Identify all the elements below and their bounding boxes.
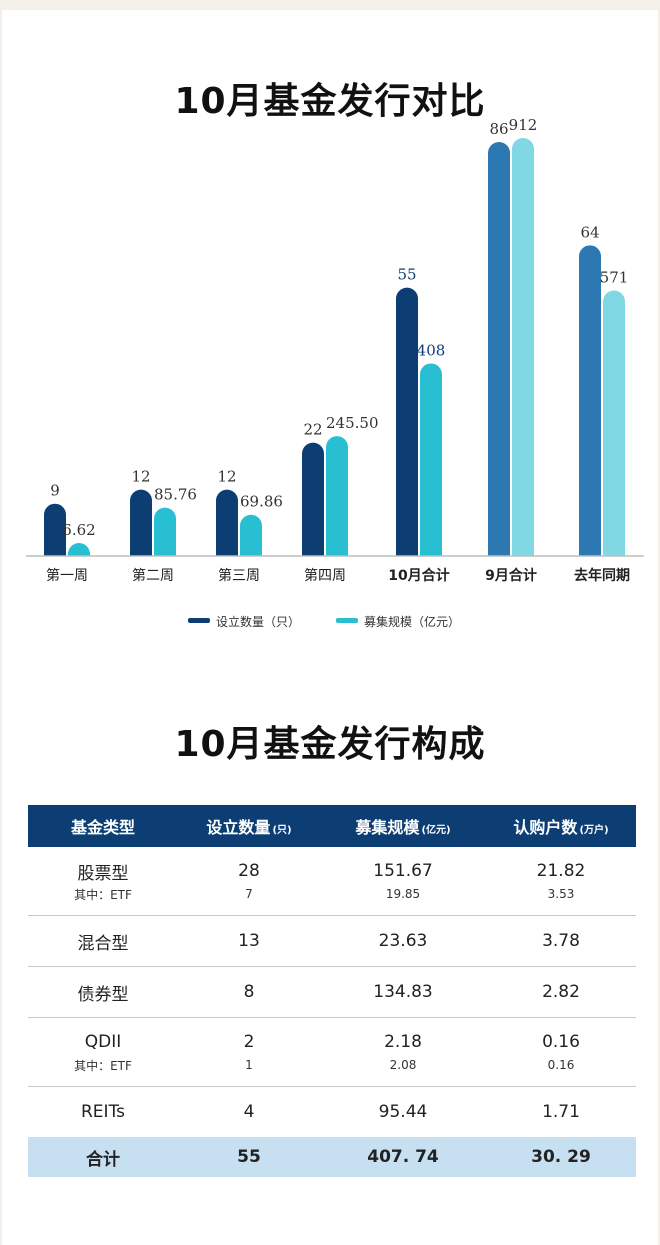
cell-scale: 134.83 — [373, 982, 433, 1002]
cell-sub-count: 7 — [245, 887, 253, 901]
table-row-qdii: QDII 2 2.18 0.16 其中：ETF 1 2.08 0.16 — [28, 1018, 636, 1087]
table-title: 10月基金发行构成 — [174, 724, 486, 765]
data-label-scale-3: 245.50 — [326, 414, 379, 432]
legend-label-count: 设立数量（只） — [216, 614, 300, 629]
composition-table: 基金类型 设立数量 (只) 募集规模 (亿元) 认购户数 (万户) 股票型 28 15… — [28, 805, 636, 1177]
bar-count-2 — [216, 489, 238, 556]
cell-sub-users: 3.53 — [547, 887, 575, 901]
cell-scale: 151.67 — [373, 861, 433, 881]
x-tick-label-0: 第一周 — [46, 567, 88, 584]
cell-sub-scale: 19.85 — [385, 887, 421, 901]
cell-sub-scale: 2.08 — [389, 1058, 417, 1072]
data-label-scale-6: 571 — [600, 269, 629, 287]
bar-count-3 — [302, 442, 324, 556]
data-label-scale-4: 408 — [417, 341, 446, 359]
cell-users: 21.82 — [536, 861, 586, 881]
bar-count-1 — [130, 489, 152, 556]
bar-scale-3 — [326, 436, 348, 556]
cell-sub-type: 其中：ETF — [74, 887, 132, 902]
table-row-stock: 股票型 28 151.67 21.82 其中：ETF 7 19.85 3.53 — [28, 847, 636, 916]
header-users: 认购户数 (万户) — [513, 818, 609, 837]
cell-count: 4 — [243, 1102, 255, 1122]
bar-scale-2 — [240, 514, 262, 556]
x-tick-label-5: 9月合计 — [485, 567, 537, 584]
cell-type: QDII — [84, 1032, 122, 1052]
table-row-total: 合计 55 407. 74 30. 29 — [28, 1137, 636, 1177]
header-scale: 募集规模 (亿元) — [355, 818, 451, 837]
cell-type: 股票型 — [77, 863, 129, 884]
table-row-reits: REITs 4 95.44 1.71 — [28, 1087, 636, 1137]
data-label-scale-5: 912 — [509, 116, 538, 134]
data-label-count-3: 22 — [303, 421, 322, 439]
data-label-count-6: 64 — [580, 223, 599, 241]
bar-count-5 — [488, 142, 510, 556]
cell-count: 13 — [238, 931, 260, 951]
x-tick-label-4: 10月合计 — [388, 567, 449, 584]
cell-total-scale: 407. 74 — [367, 1147, 439, 1167]
bar-count-4 — [396, 287, 418, 556]
data-label-count-4: 55 — [397, 266, 416, 284]
cell-sub-count: 1 — [245, 1058, 253, 1072]
cell-users: 2.82 — [542, 982, 580, 1002]
cell-sub-users: 0.16 — [547, 1058, 575, 1072]
legend-swatch-scale — [336, 618, 358, 623]
legend-label-scale: 募集规模（亿元） — [364, 614, 460, 629]
x-tick-label-6: 去年同期 — [574, 567, 630, 584]
bar-scale-4 — [420, 363, 442, 556]
header-count: 设立数量 (只) — [206, 818, 292, 837]
cell-scale: 95.44 — [378, 1102, 428, 1122]
bar-scale-6 — [603, 290, 625, 556]
cell-total-users: 30. 29 — [531, 1147, 591, 1167]
data-label-scale-0: 6.62 — [62, 521, 95, 539]
cell-count: 2 — [243, 1032, 255, 1052]
bar-count-0 — [44, 503, 66, 556]
bar-scale-0 — [68, 543, 90, 556]
data-label-count-2: 12 — [217, 468, 236, 486]
data-label-count-1: 12 — [131, 468, 150, 486]
data-label-scale-1: 85.76 — [154, 486, 197, 504]
cell-total-count: 55 — [237, 1147, 261, 1167]
cell-count: 8 — [243, 982, 255, 1002]
table-row-mixed: 混合型 13 23.63 3.78 — [28, 916, 636, 967]
cell-type: REITs — [81, 1102, 125, 1122]
table-header: 基金类型 设立数量 (只) 募集规模 (亿元) 认购户数 (万户) — [28, 805, 636, 847]
x-tick-label-1: 第二周 — [132, 567, 174, 584]
cell-total-type: 合计 — [86, 1149, 120, 1170]
header-type: 基金类型 — [70, 818, 135, 837]
x-tick-label-3: 第四周 — [304, 567, 346, 584]
cell-users: 3.78 — [542, 931, 580, 951]
cell-users: 0.16 — [542, 1032, 580, 1052]
cell-count: 28 — [238, 861, 260, 881]
legend-swatch-count — [188, 618, 210, 623]
cell-users: 1.71 — [542, 1102, 580, 1122]
bar-count-6 — [579, 245, 601, 557]
cell-type: 债券型 — [77, 984, 129, 1005]
cell-scale: 2.18 — [384, 1032, 422, 1052]
bar-scale-1 — [154, 507, 176, 556]
chart-title: 10月基金发行对比 — [174, 81, 486, 122]
data-label-count-0: 9 — [50, 482, 60, 500]
cell-sub-type: 其中：ETF — [74, 1058, 132, 1073]
cell-scale: 23.63 — [378, 931, 428, 951]
bar-scale-5 — [512, 138, 534, 556]
content-card: 10月基金发行对比 9 6.62 第一周 12 85.76 第二周 12 69.86 第三周 22… — [2, 10, 658, 1245]
table-row-bond: 债券型 8 134.83 2.82 — [28, 967, 636, 1018]
cell-type: 混合型 — [77, 933, 129, 954]
data-label-scale-2: 69.86 — [240, 493, 283, 511]
data-label-count-5: 86 — [489, 120, 508, 138]
x-tick-label-2: 第三周 — [218, 567, 260, 584]
